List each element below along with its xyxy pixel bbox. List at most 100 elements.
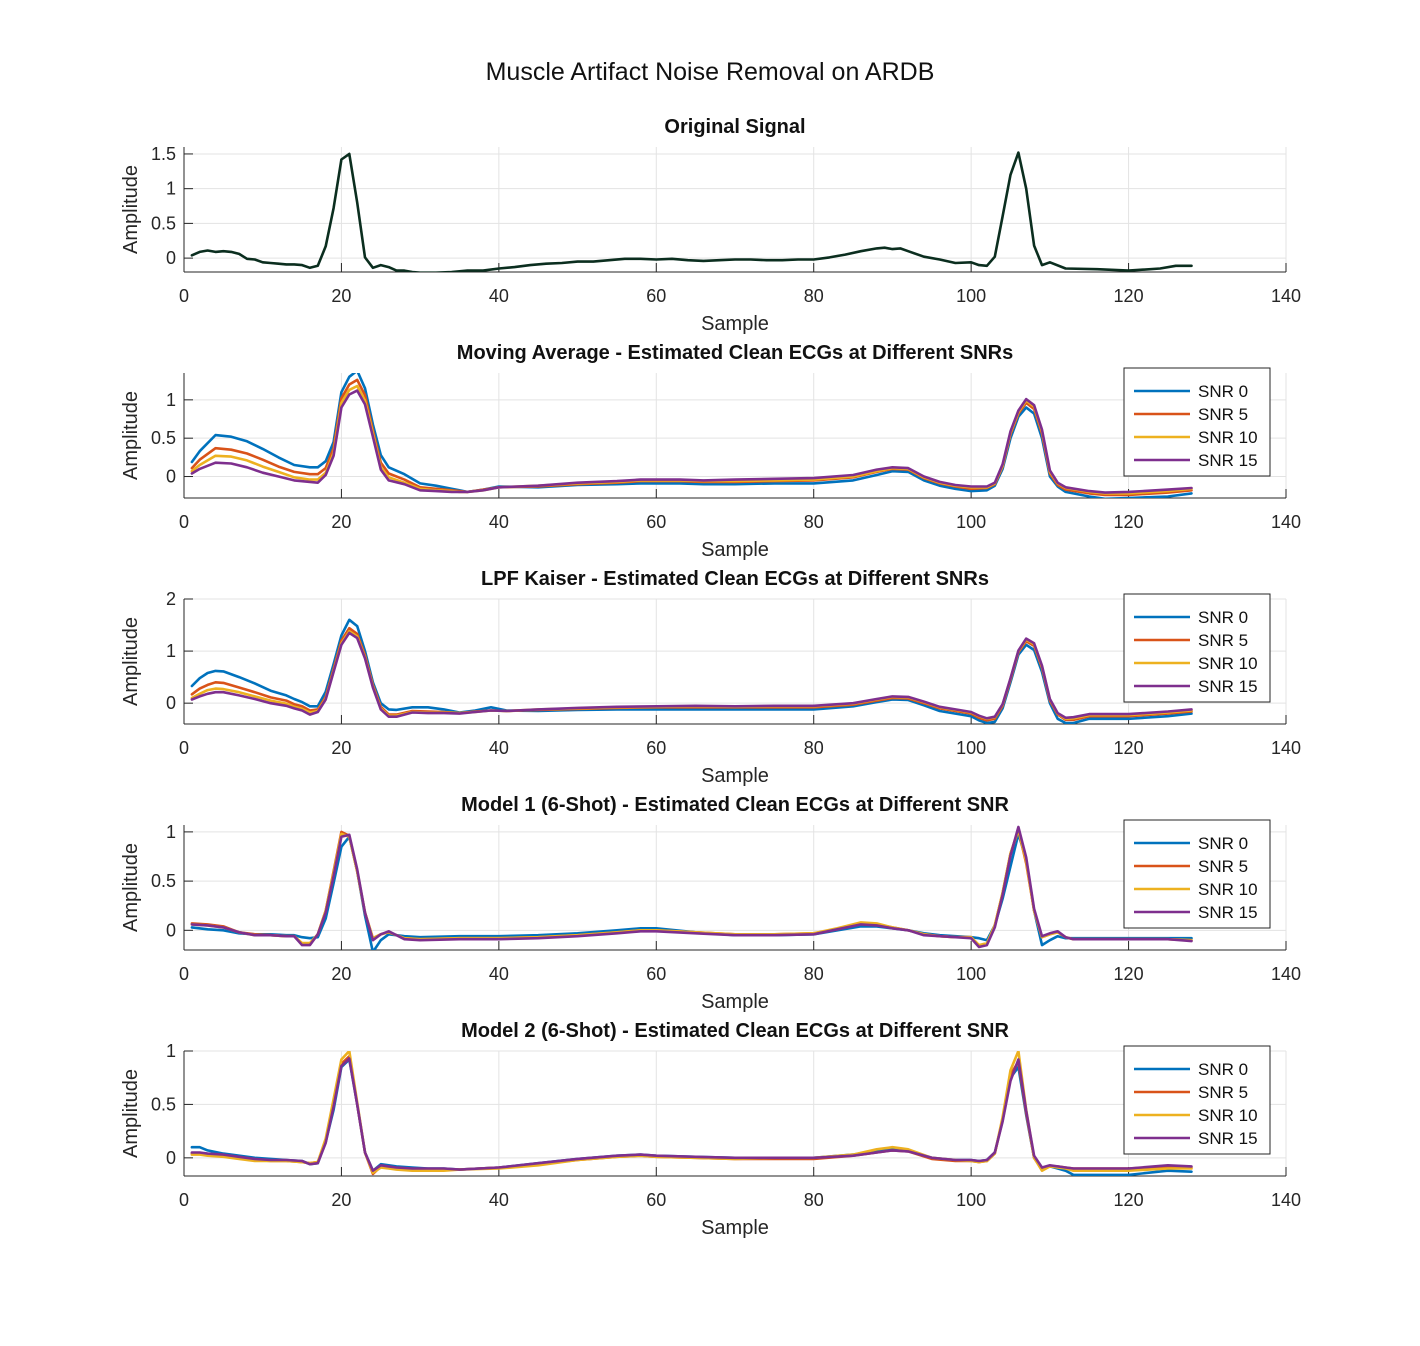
x-tick-label: 80: [804, 738, 824, 758]
y-axis-label: Amplitude: [120, 391, 142, 480]
y-tick-label: 0: [166, 248, 176, 268]
y-tick-label: 2: [166, 589, 176, 609]
y-tick-label: 1: [166, 179, 176, 199]
y-tick-label: 0: [166, 1148, 176, 1168]
x-tick-label: 40: [489, 512, 509, 532]
chart-title: LPF Kaiser - Estimated Clean ECGs at Dif…: [481, 568, 989, 590]
x-tick-label: 0: [179, 512, 189, 532]
y-tick-label: 0.5: [151, 428, 176, 448]
x-tick-label: 80: [804, 512, 824, 532]
plot-area: [184, 825, 1286, 950]
x-tick-label: 100: [956, 512, 986, 532]
y-axis-label: Amplitude: [120, 165, 142, 254]
legend-label: SNR 5: [1198, 1083, 1248, 1102]
x-tick-label: 60: [646, 1190, 666, 1210]
plot-area: [184, 147, 1286, 272]
y-tick-label: 0: [166, 920, 176, 940]
chart-title: Model 2 (6-Shot) - Estimated Clean ECGs …: [461, 1020, 1009, 1042]
series-line-original: [190, 151, 1193, 272]
chart-1: 0 20 40 60 80 100 120 140 0 0.5 1 1.5 Original Signa…: [120, 116, 1301, 335]
x-tick-label: 80: [804, 286, 824, 306]
legend-label: SNR 5: [1198, 857, 1248, 876]
series-line-snr-15: [190, 389, 1193, 494]
x-tick-label: 140: [1271, 512, 1301, 532]
y-tick-label: 0: [166, 693, 176, 713]
x-tick-label: 0: [179, 286, 189, 306]
x-tick-label: 0: [179, 1190, 189, 1210]
legend-label: SNR 10: [1198, 880, 1258, 899]
x-tick-label: 120: [1114, 512, 1144, 532]
y-tick-label: 1: [166, 822, 176, 842]
x-tick-label: 60: [646, 286, 666, 306]
x-tick-label: 80: [804, 964, 824, 984]
x-axis-label: Sample: [701, 1217, 769, 1239]
x-tick-label: 140: [1271, 964, 1301, 984]
x-tick-label: 60: [646, 738, 666, 758]
legend: SNR 0 SNR 5 SNR 10 SNR 15: [1123, 1045, 1271, 1155]
x-tick-label: 40: [489, 286, 509, 306]
y-tick-label: 0.5: [151, 1094, 176, 1114]
x-axis-label: Sample: [701, 765, 769, 787]
legend-box: [1123, 819, 1271, 929]
x-tick-label: 40: [489, 1190, 509, 1210]
chart-title: Model 1 (6-Shot) - Estimated Clean ECGs …: [461, 794, 1009, 816]
legend-box: [1123, 1045, 1271, 1155]
x-tick-label: 0: [179, 738, 189, 758]
legend-label: SNR 10: [1198, 1106, 1258, 1125]
y-tick-label: 0.5: [151, 871, 176, 891]
x-tick-label: 120: [1114, 738, 1144, 758]
x-tick-label: 100: [956, 738, 986, 758]
y-tick-label: 1: [166, 641, 176, 661]
legend-label: SNR 10: [1198, 428, 1258, 447]
plot-area: [184, 373, 1286, 498]
x-tick-label: 20: [331, 1190, 351, 1210]
x-tick-label: 0: [179, 964, 189, 984]
legend-label: SNR 15: [1198, 677, 1258, 696]
chart-4: 0 20 40 60 80 100 120 140 0 0.5 1 Model 1 (6-Shot) …: [120, 794, 1301, 1013]
legend: SNR 0 SNR 5 SNR 10 SNR 15: [1123, 367, 1271, 477]
x-axis-label: Sample: [701, 991, 769, 1013]
x-tick-label: 20: [331, 286, 351, 306]
x-tick-label: 120: [1114, 1190, 1144, 1210]
x-axis-label: Sample: [701, 313, 769, 335]
chart-5: 0 20 40 60 80 100 120 140 0 0.5 1 Model 2 (6-Shot) …: [120, 1020, 1301, 1239]
x-tick-label: 100: [956, 286, 986, 306]
series-line-snr-15: [190, 825, 1193, 949]
y-axis-label: Amplitude: [120, 1069, 142, 1158]
legend-label: SNR 0: [1198, 608, 1248, 627]
legend-label: SNR 0: [1198, 834, 1248, 853]
legend-box: [1123, 367, 1271, 477]
legend-label: SNR 5: [1198, 631, 1248, 650]
chart-2: 0 20 40 60 80 100 120 140 0 0.5 1 Moving Average - …: [120, 342, 1301, 561]
x-tick-label: 140: [1271, 738, 1301, 758]
y-tick-label: 1: [166, 390, 176, 410]
x-tick-label: 120: [1114, 286, 1144, 306]
x-tick-label: 60: [646, 964, 666, 984]
legend-box: [1123, 593, 1271, 703]
chart-title: Original Signal: [664, 116, 805, 138]
x-axis-label: Sample: [701, 539, 769, 561]
y-tick-label: 1.5: [151, 144, 176, 164]
x-tick-label: 40: [489, 964, 509, 984]
y-tick-label: 0: [166, 467, 176, 487]
y-tick-label: 1: [166, 1041, 176, 1061]
plot-area: [184, 1051, 1286, 1176]
figure-title: Muscle Artifact Noise Removal on ARDB: [485, 58, 935, 86]
legend: SNR 0 SNR 5 SNR 10 SNR 15: [1123, 593, 1271, 703]
x-tick-label: 20: [331, 738, 351, 758]
series-line-snr-15: [190, 1057, 1193, 1172]
y-axis-label: Amplitude: [120, 617, 142, 706]
x-tick-label: 100: [956, 1190, 986, 1210]
x-tick-label: 80: [804, 1190, 824, 1210]
series-line-snr-0: [190, 373, 1193, 498]
y-tick-label: 0.5: [151, 213, 176, 233]
x-tick-label: 20: [331, 512, 351, 532]
series-line-snr-15: [190, 631, 1193, 720]
legend-label: SNR 15: [1198, 451, 1258, 470]
chart-title: Moving Average - Estimated Clean ECGs at…: [457, 342, 1013, 364]
legend-label: SNR 0: [1198, 382, 1248, 401]
x-tick-label: 40: [489, 738, 509, 758]
legend-label: SNR 0: [1198, 1060, 1248, 1079]
